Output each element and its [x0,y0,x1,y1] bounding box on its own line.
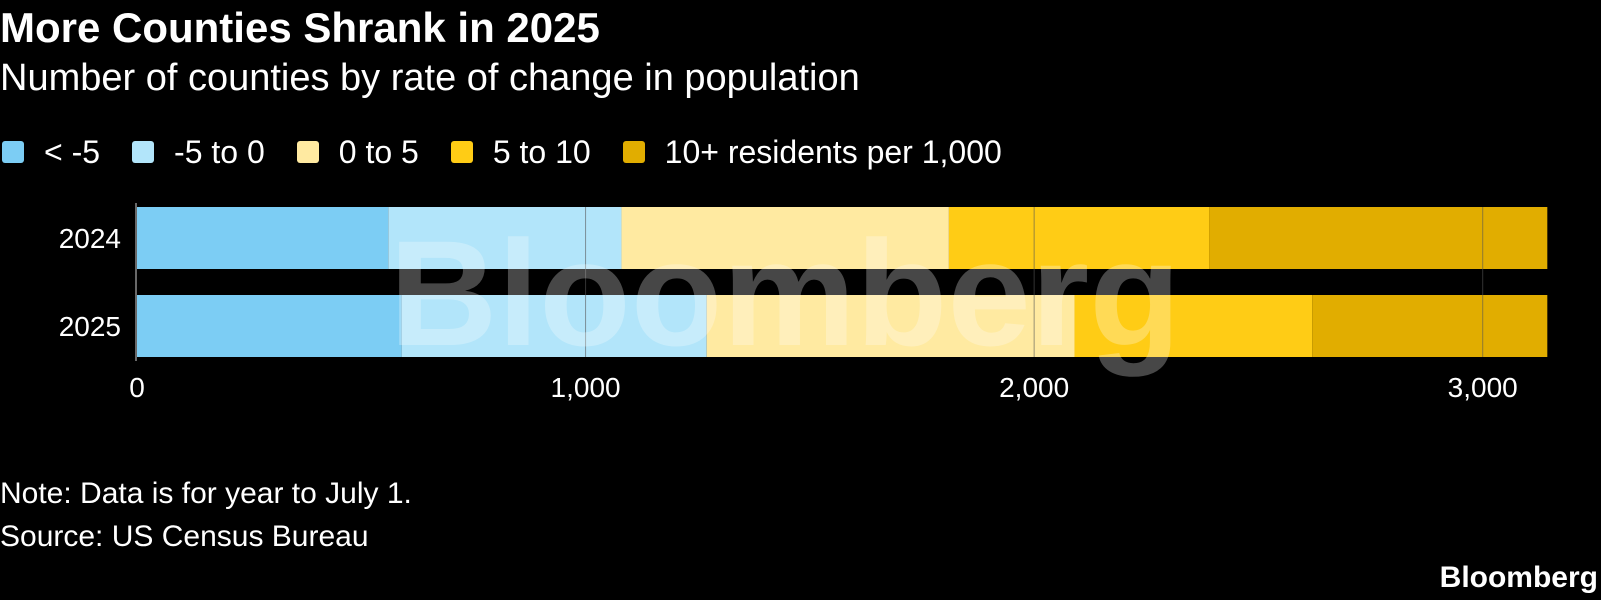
legend-label: 0 to 5 [338,133,419,170]
legend-swatch [132,141,155,163]
x-tick-label: 1,000 [551,372,621,403]
bar-segment [706,295,1075,357]
bar-segment [621,207,949,269]
bar-segment [1312,295,1548,357]
bar-segment [388,207,622,269]
chart-subtitle: Number of counties by rate of change in … [0,57,860,99]
chart-source: Source: US Census Bureau [0,520,369,553]
chart-note: Note: Data is for year to July 1. [0,477,412,510]
legend-item-lt-minus-5: < -5 [2,134,100,171]
x-tick-label: 0 [129,372,145,403]
legend-swatch [622,141,645,163]
legend-label: < -5 [44,133,101,170]
legend-swatch [2,141,24,163]
legend-swatch [450,141,473,163]
legend-item-5-to-10: 5 to 10 [450,133,591,171]
bar-segment [401,295,707,357]
legend-label: -5 to 0 [174,133,265,170]
bar-segment [1074,295,1313,357]
x-tick-label: 2,000 [999,372,1069,403]
stacked-bar-chart: 2024 2025 0 1,000 2,000 3,000 Bloomberg [59,203,1548,403]
legend-swatch [296,141,319,163]
legend-item-10-plus: 10+ residents per 1,000 [622,133,1002,171]
legend-label: 5 to 10 [492,133,591,170]
bar-segment [948,207,1210,269]
legend-label: 10+ residents per 1,000 [664,133,1002,170]
bar-segment [1209,207,1548,269]
x-tick-label: 3,000 [1448,372,1518,403]
bar-segment [137,207,389,269]
category-label: 2024 [59,223,121,254]
watermark-logo: Bloomberg [389,209,1181,377]
bloomberg-logo: Bloomberg [1439,561,1598,594]
chart-title: More Counties Shrank in 2025 [0,4,600,51]
bar-segment [137,295,402,357]
legend: < -5 -5 to 0 0 to 5 5 to 10 10+ resident… [2,132,1034,172]
legend-item-minus-5-to-0: -5 to 0 [132,134,265,171]
category-label: 2025 [59,311,121,342]
legend-item-0-to-5: 0 to 5 [296,133,419,171]
